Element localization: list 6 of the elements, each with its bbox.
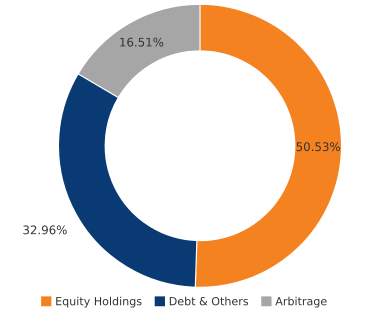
legend-label: Equity Holdings — [56, 296, 142, 308]
legend-label: Arbitrage — [275, 296, 327, 308]
data-label: 16.51% — [120, 38, 164, 47]
data-label: 32.96% — [23, 225, 67, 234]
data-label: 50.53% — [296, 142, 340, 152]
legend-label: Debt & Others — [170, 296, 248, 306]
